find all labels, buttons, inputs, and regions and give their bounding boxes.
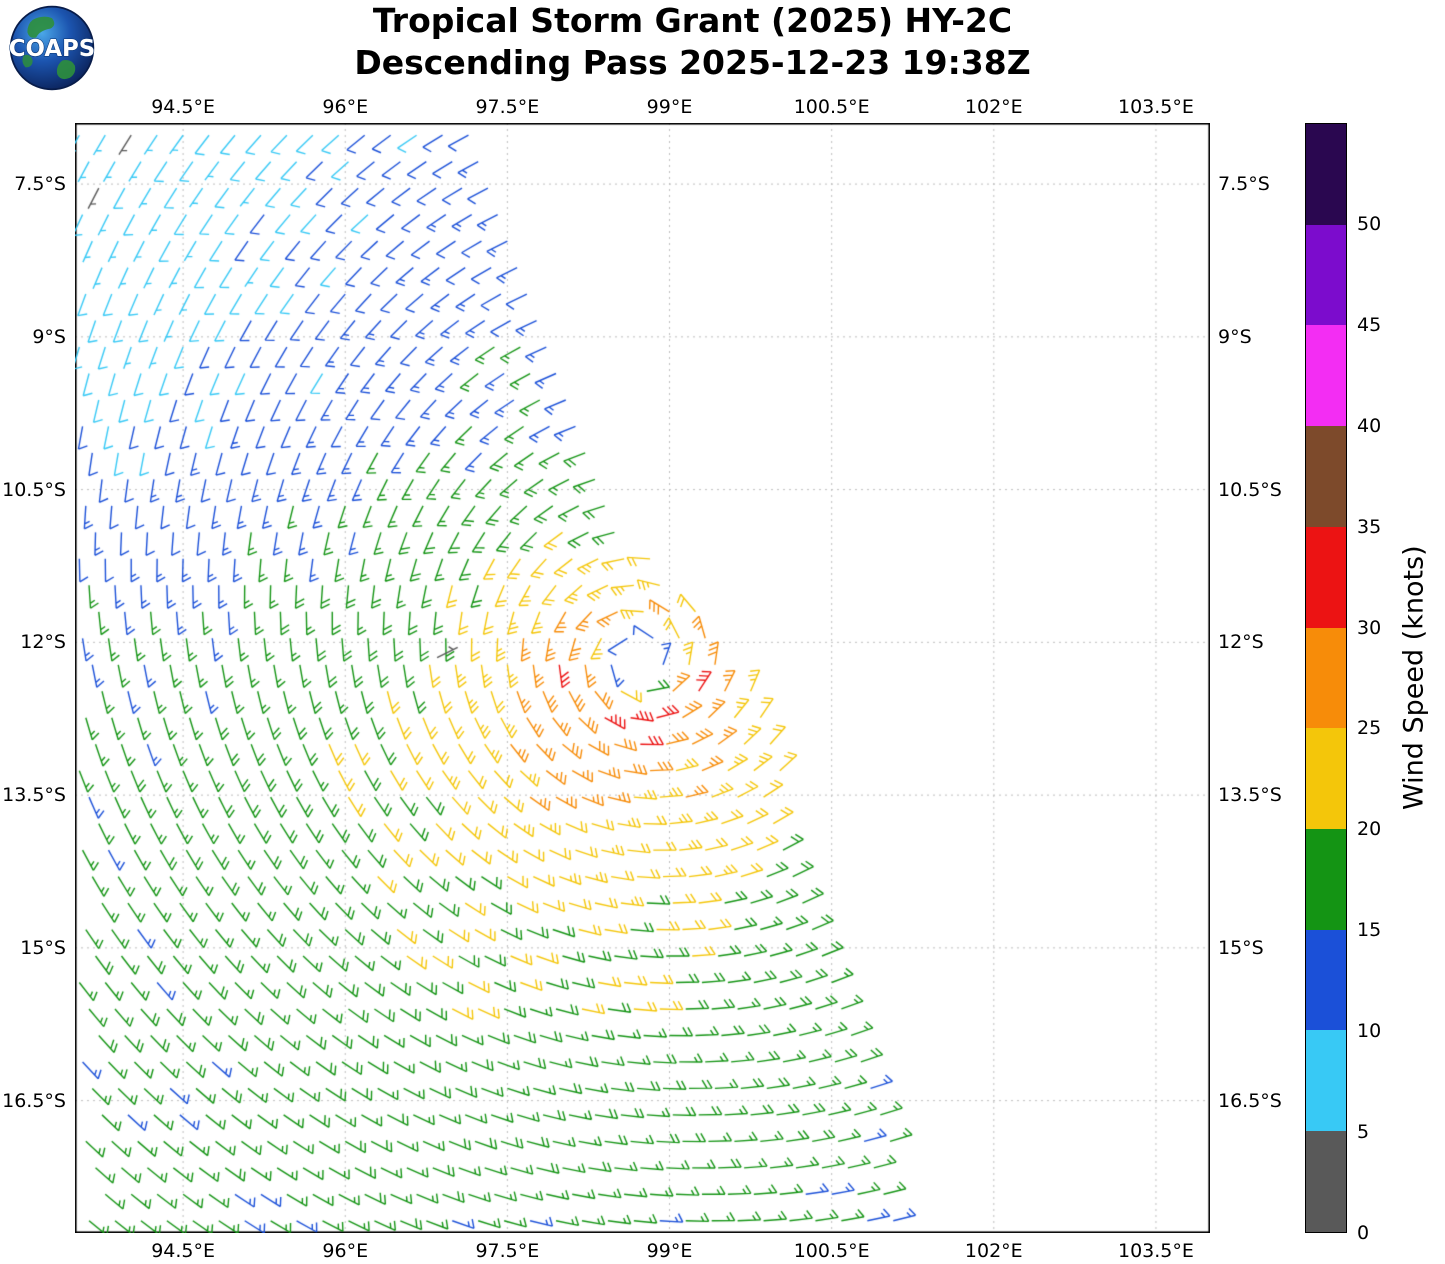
lat-tick-label-left: 15°S xyxy=(20,936,66,959)
lon-tick-label-top: 96°E xyxy=(322,96,369,118)
colorbar-tick-label: 45 xyxy=(1357,313,1382,336)
lon-tick-label-top: 102°E xyxy=(964,96,1023,118)
lat-tick-label-left: 12°S xyxy=(20,631,66,654)
chart-title-line2: Descending Pass 2025-12-23 19:38Z xyxy=(354,43,1031,82)
wind-barb-canvas xyxy=(75,123,1210,1233)
coaps-logo: COAPS xyxy=(8,4,96,92)
colorbar-tick-label: 15 xyxy=(1357,919,1382,942)
colorbar-segment xyxy=(1306,627,1346,729)
colorbar-segment xyxy=(1306,1131,1346,1232)
lat-tick-label-right: 7.5°S xyxy=(1218,173,1270,196)
lat-tick-label-left: 9°S xyxy=(32,325,66,348)
lat-tick-label-right: 13.5°S xyxy=(1218,784,1282,807)
colorbar-tick-label: 50 xyxy=(1357,212,1382,235)
map-plot xyxy=(75,123,1210,1233)
colorbar-tick-label: 10 xyxy=(1357,1020,1382,1043)
lat-tick-label-right: 16.5°S xyxy=(1218,1089,1282,1112)
colorbar-tick-label: 35 xyxy=(1357,515,1382,538)
colorbar-tick-label: 20 xyxy=(1357,818,1382,841)
lat-tick-label-left: 13.5°S xyxy=(2,784,66,807)
colorbar-segment xyxy=(1306,728,1346,830)
colorbar xyxy=(1305,123,1347,1233)
lon-tick-label-top: 100.5°E xyxy=(793,96,870,118)
colorbar-segment xyxy=(1306,426,1346,527)
lat-tick-label-right: 12°S xyxy=(1218,631,1264,654)
lat-tick-label-left: 7.5°S xyxy=(14,173,66,196)
colorbar-tick-label: 0 xyxy=(1357,1222,1370,1244)
colorbar-segment xyxy=(1306,124,1346,225)
coaps-logo-text: COAPS xyxy=(9,36,96,62)
colorbar-segment xyxy=(1306,526,1346,628)
lon-tick-label-bottom: 102°E xyxy=(964,1240,1023,1262)
lon-tick-label-bottom: 100.5°E xyxy=(793,1240,870,1262)
lat-tick-label-left: 10.5°S xyxy=(2,478,66,501)
lon-tick-label-top: 99°E xyxy=(646,96,693,118)
lon-tick-label-bottom: 97.5°E xyxy=(475,1240,540,1262)
lat-tick-label-right: 10.5°S xyxy=(1218,478,1282,501)
lon-tick-label-bottom: 96°E xyxy=(322,1240,369,1262)
colorbar-segment xyxy=(1306,1030,1346,1132)
lon-tick-label-top: 97.5°E xyxy=(475,96,540,118)
colorbar-segment xyxy=(1306,224,1346,326)
colorbar-segment xyxy=(1306,829,1346,930)
chart-title: Tropical Storm Grant (2025) HY-2C Descen… xyxy=(0,0,1385,84)
lat-tick-label-right: 15°S xyxy=(1218,936,1264,959)
chart-title-line1: Tropical Storm Grant (2025) HY-2C xyxy=(372,1,1013,40)
colorbar-segment xyxy=(1306,325,1346,427)
colorbar-tick-label: 40 xyxy=(1357,414,1382,437)
lat-tick-label-left: 16.5°S xyxy=(2,1089,66,1112)
colorbar-segment xyxy=(1306,929,1346,1031)
lon-tick-label-bottom: 103.5°E xyxy=(1117,1240,1194,1262)
lon-tick-label-top: 103.5°E xyxy=(1117,96,1194,118)
colorbar-axis-label: Wind Speed (knots) xyxy=(1398,545,1430,811)
lat-tick-label-right: 9°S xyxy=(1218,325,1252,348)
colorbar-tick-label: 30 xyxy=(1357,616,1382,639)
lon-tick-label-bottom: 99°E xyxy=(646,1240,693,1262)
lon-tick-label-top: 94.5°E xyxy=(151,96,215,118)
colorbar-tick-label: 5 xyxy=(1357,1121,1370,1144)
coaps-globe-icon: COAPS xyxy=(8,5,96,91)
colorbar-tick-label: 25 xyxy=(1357,717,1382,740)
lon-tick-label-bottom: 94.5°E xyxy=(151,1240,215,1262)
